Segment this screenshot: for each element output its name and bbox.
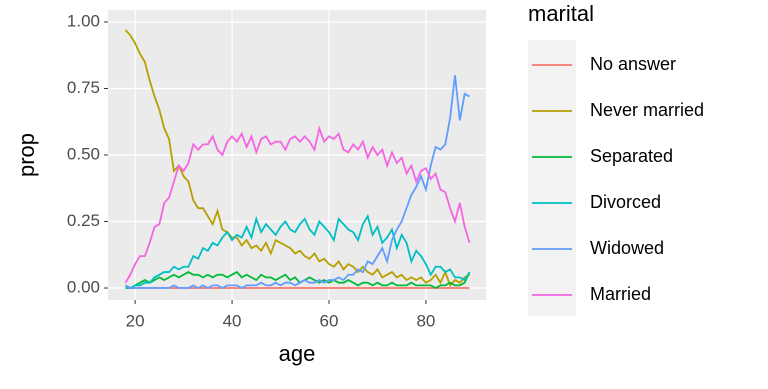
legend-label: Divorced (590, 192, 661, 212)
legend-label: Widowed (590, 238, 664, 258)
x-tick-label: 20 (126, 311, 145, 330)
legend-keys (528, 40, 576, 316)
y-tick-label: 0.00 (67, 278, 100, 297)
x-axis-title: age (279, 341, 316, 366)
x-tick-label: 40 (223, 311, 242, 330)
x-tick-label: 80 (416, 311, 435, 330)
x-tick-label: 60 (320, 311, 339, 330)
series-line (125, 270, 471, 290)
legend-label: Never married (590, 100, 704, 120)
series-line (125, 213, 471, 289)
legend-label: Separated (590, 146, 673, 166)
y-tick-label: 0.75 (67, 78, 100, 97)
legend-title: marital (528, 1, 594, 26)
series-line (124, 29, 470, 288)
legend-label: No answer (590, 54, 676, 74)
legend-label: Married (590, 284, 651, 304)
y-tick-label: 0.25 (67, 211, 100, 230)
series-line (125, 75, 470, 290)
y-axis-title: prop (14, 133, 39, 177)
y-tick-label: 1.00 (67, 11, 100, 30)
series-line (124, 125, 471, 284)
y-tick-label: 0.50 (67, 144, 100, 163)
